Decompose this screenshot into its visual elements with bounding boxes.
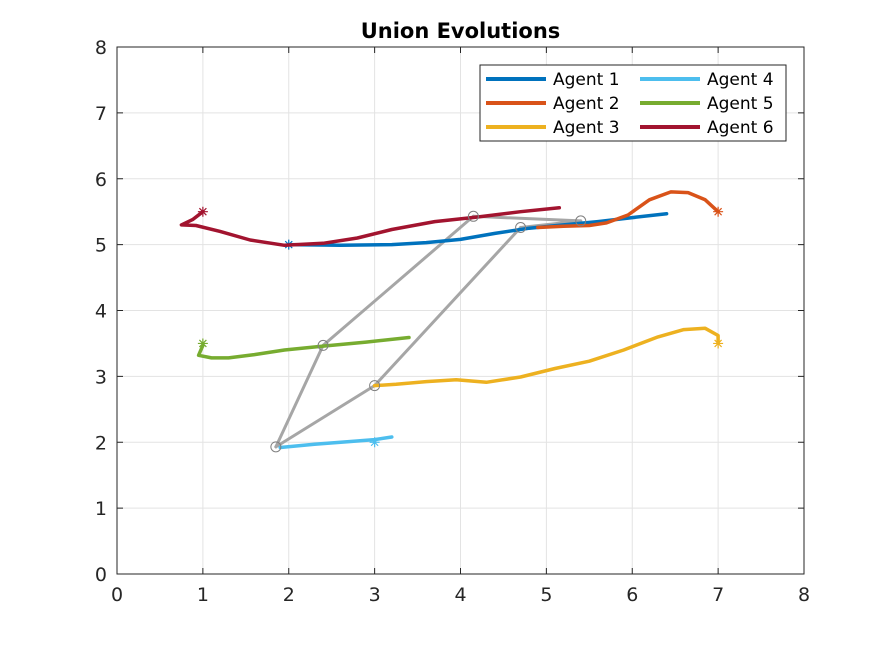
legend-label-agent-4: Agent 4 <box>707 70 774 90</box>
y-tick-label: 1 <box>95 498 107 520</box>
x-tick-label: 8 <box>798 584 810 606</box>
union-edge <box>274 384 377 449</box>
union-node <box>369 380 381 392</box>
legend-label-agent-3: Agent 3 <box>553 118 620 138</box>
legend-label-agent-5: Agent 5 <box>707 94 774 114</box>
chart-title: Union Evolutions <box>361 19 561 43</box>
series-line-agent-5 <box>196 335 411 360</box>
x-tick-label: 4 <box>454 584 466 606</box>
x-tick-label: 7 <box>712 584 724 606</box>
union-node <box>317 339 329 351</box>
series-line-agent-6 <box>179 205 562 248</box>
start-marker-agent-5 <box>197 338 208 349</box>
union-edge <box>373 225 523 388</box>
y-tick-label: 0 <box>95 564 107 586</box>
start-marker-agent-2 <box>713 206 724 217</box>
y-tick-label: 6 <box>95 169 107 191</box>
union-nodes <box>270 210 587 453</box>
legend-label-agent-1: Agent 1 <box>553 70 620 90</box>
legend: Agent 1 Agent 2 Agent 3 Agent 4 Agent 5 Agent… <box>479 64 787 142</box>
legend-label-agent-6: Agent 6 <box>707 118 774 138</box>
start-marker-agent-6 <box>197 206 208 217</box>
union-graph <box>274 214 583 449</box>
y-tick-label: 5 <box>95 235 107 257</box>
x-tick-label: 3 <box>369 584 381 606</box>
union-node <box>270 441 282 453</box>
y-tick-label: 4 <box>95 301 107 323</box>
x-tick-label: 2 <box>283 584 295 606</box>
x-tick-label: 6 <box>626 584 638 606</box>
ticks: 0 1 2 3 4 5 6 7 8 0 1 2 3 4 5 6 7 8 <box>95 37 810 606</box>
series-line-agent-2 <box>536 190 720 230</box>
x-tick-label: 1 <box>197 584 209 606</box>
x-tick-label: 0 <box>111 584 123 606</box>
start-marker-agent-3 <box>713 338 724 349</box>
legend-label-agent-2: Agent 2 <box>553 94 620 114</box>
series-layer <box>179 190 724 450</box>
series-line-agent-3 <box>372 326 720 388</box>
y-tick-label: 7 <box>95 103 107 125</box>
start-marker-agent-4 <box>369 437 380 448</box>
y-tick-label: 8 <box>95 37 107 59</box>
series-line-agent-4 <box>278 435 394 450</box>
union-edge <box>274 343 325 449</box>
y-tick-label: 2 <box>95 432 107 454</box>
union-node <box>467 210 479 222</box>
y-tick-label: 3 <box>95 366 107 388</box>
union-node <box>575 215 587 227</box>
x-tick-label: 5 <box>540 584 552 606</box>
union-node <box>515 221 527 233</box>
union-edge <box>321 214 475 347</box>
